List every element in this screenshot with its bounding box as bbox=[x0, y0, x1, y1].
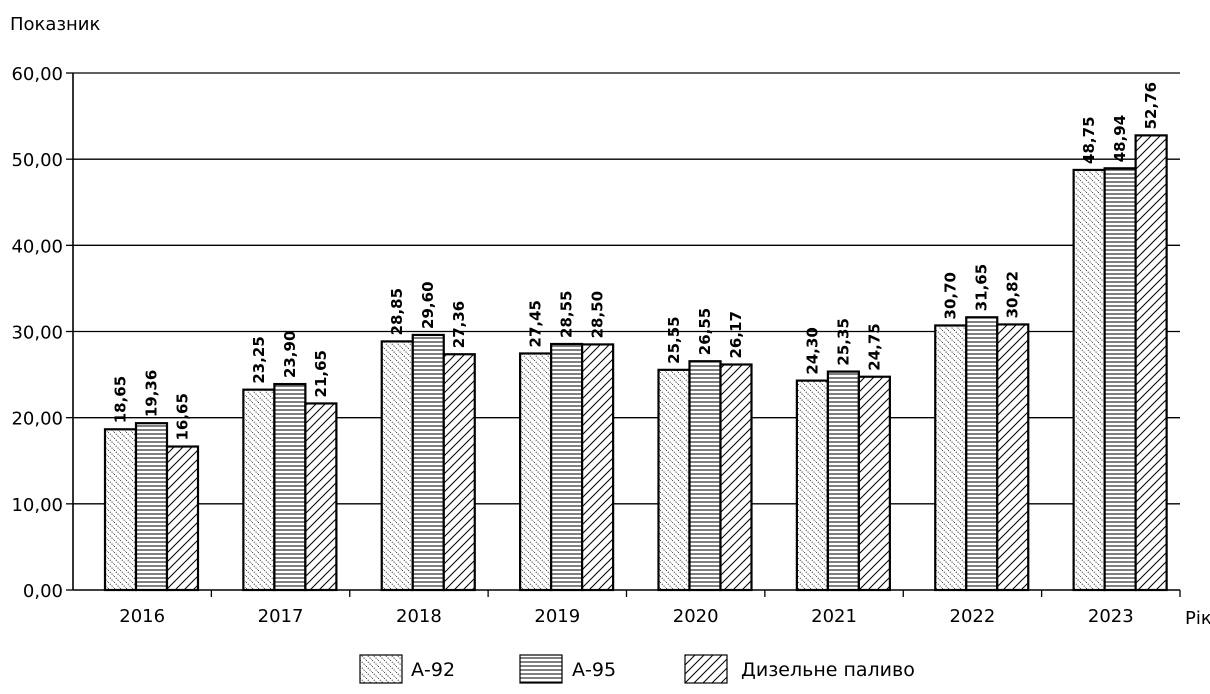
data-label-diesel-2020: 26,17 bbox=[727, 311, 745, 358]
bar-diesel-2018 bbox=[442, 353, 476, 592]
bar-a92-2021 bbox=[795, 379, 829, 592]
legend-item-a92: А-92 bbox=[359, 654, 455, 684]
bar-diesel-2021 bbox=[857, 375, 891, 592]
bar-a92-2019 bbox=[519, 352, 553, 592]
legend: А-92 А-95 Дизельне паливо bbox=[359, 654, 915, 684]
x-tick-label: 2020 bbox=[673, 606, 719, 627]
bar-a92-2023 bbox=[1072, 168, 1106, 592]
x-tick-label: 2017 bbox=[258, 606, 304, 627]
bar-a95-2019 bbox=[550, 342, 584, 592]
x-tick-label: 2016 bbox=[119, 606, 165, 627]
data-label-a95-2016: 19,36 bbox=[143, 370, 161, 417]
data-label-a92-2023: 48,75 bbox=[1080, 116, 1098, 163]
bar-a95-2016 bbox=[134, 422, 169, 592]
bar-a92-2017 bbox=[242, 388, 276, 592]
y-axis-title: Показник bbox=[10, 14, 100, 35]
bar-a92-2018 bbox=[380, 340, 414, 592]
legend-swatch-a92 bbox=[359, 654, 403, 684]
y-tick-label: 30,00 bbox=[11, 323, 63, 344]
x-tick-label: 2023 bbox=[1088, 606, 1134, 627]
bar-diesel-2019 bbox=[581, 343, 615, 592]
legend-swatch-diesel bbox=[684, 654, 728, 684]
legend-swatch-a95 bbox=[519, 654, 563, 684]
data-label-a95-2018: 29,60 bbox=[419, 281, 437, 328]
bar-a95-2022 bbox=[965, 316, 999, 592]
bar-diesel-2023 bbox=[1134, 134, 1168, 592]
data-label-a92-2018: 28,85 bbox=[388, 288, 406, 335]
bar-a92-2022 bbox=[934, 324, 968, 592]
x-axis-ticks: 2016 2017 2018 2019 2020 2021 2022 2023 bbox=[119, 590, 1181, 627]
data-label-a95-2023: 48,94 bbox=[1111, 115, 1129, 162]
x-tick-label: 2018 bbox=[396, 606, 442, 627]
y-tick-label: 20,00 bbox=[11, 409, 63, 430]
bar-a95-2018 bbox=[411, 333, 445, 592]
data-label-a92-2016: 18,65 bbox=[112, 376, 130, 423]
bar-diesel-2020 bbox=[719, 363, 753, 592]
data-label-diesel-2023: 52,76 bbox=[1142, 82, 1160, 129]
bar-a95-2020 bbox=[688, 360, 722, 592]
x-axis-title: Рік bbox=[1185, 608, 1210, 629]
data-label-a95-2022: 31,65 bbox=[973, 264, 991, 311]
y-axis-ticks: 0,00 10,00 20,00 30,00 40,00 50,00 60,00 bbox=[11, 64, 73, 602]
data-label-diesel-2016: 16,65 bbox=[174, 393, 192, 440]
y-tick-label: 0,00 bbox=[23, 581, 63, 602]
data-label-a92-2021: 24,30 bbox=[803, 327, 821, 374]
bar-diesel-2017 bbox=[304, 402, 338, 592]
y-tick-label: 50,00 bbox=[11, 150, 63, 171]
bar-a92-2016 bbox=[103, 428, 138, 592]
x-tick-label: 2022 bbox=[950, 606, 996, 627]
data-labels: 18,65 19,36 16,65 23,25 23,90 21,65 28,85 29,60… bbox=[112, 82, 1161, 441]
legend-item-diesel: Дизельне паливо bbox=[684, 654, 915, 684]
y-tick-label: 60,00 bbox=[11, 64, 63, 85]
data-label-a95-2017: 23,90 bbox=[281, 331, 299, 378]
data-label-a92-2017: 23,25 bbox=[250, 336, 268, 383]
legend-label-diesel: Дизельне паливо bbox=[741, 659, 915, 681]
bar-a95-2017 bbox=[273, 382, 307, 592]
data-label-diesel-2017: 21,65 bbox=[312, 350, 330, 397]
data-label-a95-2020: 26,55 bbox=[696, 308, 714, 355]
data-label-diesel-2021: 24,75 bbox=[865, 323, 883, 370]
x-tick-label: 2021 bbox=[811, 606, 857, 627]
data-label-a95-2019: 28,55 bbox=[558, 291, 576, 338]
bar-diesel-2022 bbox=[996, 323, 1030, 592]
legend-label-a95: А-95 bbox=[572, 659, 616, 681]
bars bbox=[103, 134, 1168, 592]
legend-item-a95: А-95 bbox=[519, 654, 616, 684]
legend-label-a92: А-92 bbox=[411, 659, 455, 681]
x-tick-label: 2019 bbox=[534, 606, 580, 627]
y-tick-label: 10,00 bbox=[11, 495, 63, 516]
data-label-diesel-2018: 27,36 bbox=[450, 301, 468, 348]
data-label-a92-2022: 30,70 bbox=[942, 272, 960, 319]
bar-diesel-2016 bbox=[165, 445, 200, 592]
data-label-a95-2021: 25,35 bbox=[834, 318, 852, 365]
data-label-diesel-2022: 30,82 bbox=[1004, 271, 1022, 318]
data-label-a92-2019: 27,45 bbox=[527, 300, 545, 347]
data-label-a92-2020: 25,55 bbox=[665, 316, 683, 363]
bar-a92-2020 bbox=[657, 368, 691, 592]
bar-a95-2021 bbox=[826, 370, 860, 592]
bar-a95-2023 bbox=[1103, 167, 1137, 592]
y-tick-label: 40,00 bbox=[11, 236, 63, 257]
data-label-diesel-2019: 28,50 bbox=[589, 291, 607, 338]
